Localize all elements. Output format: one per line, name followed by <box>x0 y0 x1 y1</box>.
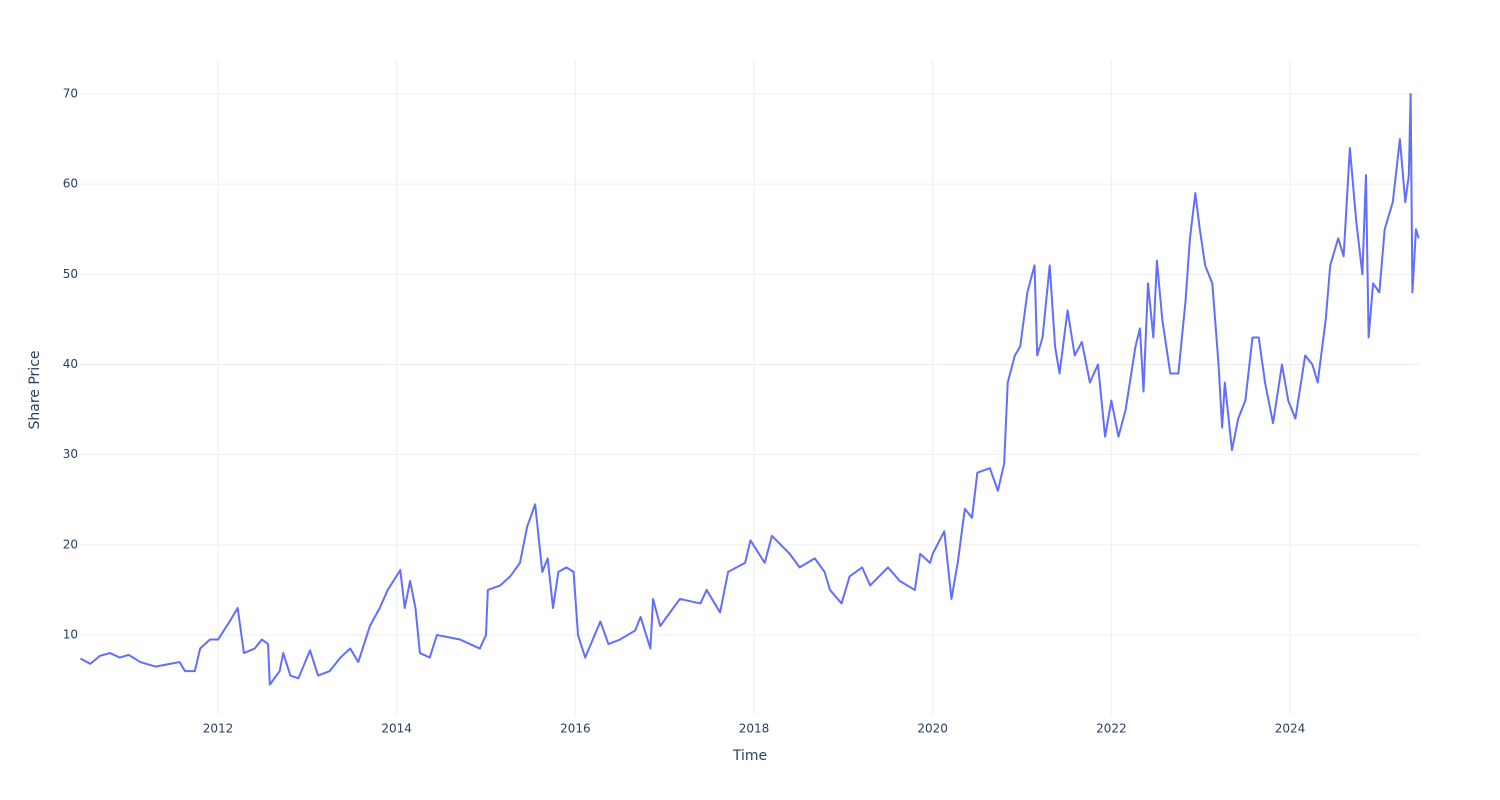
y-tick-label: 70 <box>63 86 78 100</box>
y-tick-label: 10 <box>63 628 78 642</box>
x-tick-label: 2014 <box>381 722 412 736</box>
y-tick-label: 30 <box>63 447 78 461</box>
y-tick-label: 60 <box>63 177 78 191</box>
x-tick-label: 2024 <box>1275 722 1306 736</box>
x-tick-label: 2012 <box>203 722 234 736</box>
x-tick-label: 2018 <box>739 722 770 736</box>
x-axis-title: Time <box>732 748 767 764</box>
y-tick-label: 40 <box>63 357 78 371</box>
y-tick-label: 20 <box>63 537 78 551</box>
y-axis-title: Share Price <box>27 350 43 429</box>
x-tick-label: 2016 <box>560 722 591 736</box>
price-line <box>79 92 1420 686</box>
x-tick-label: 2022 <box>1096 722 1127 736</box>
x-tick-label: 2020 <box>917 722 948 736</box>
y-tick-label: 50 <box>63 267 78 281</box>
